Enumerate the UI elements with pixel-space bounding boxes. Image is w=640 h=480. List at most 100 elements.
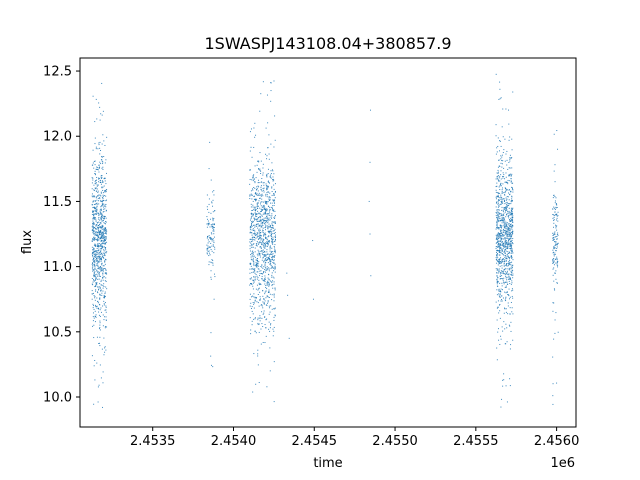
data-point [104,326,106,328]
data-point [208,250,210,252]
data-point [264,279,266,281]
data-point [509,298,511,300]
data-point [102,134,104,136]
data-point [507,265,509,267]
data-point [105,277,107,279]
data-point [269,250,271,252]
data-point [504,208,506,210]
data-point [266,239,268,241]
data-point [507,196,509,198]
data-point [95,253,97,255]
data-point [95,304,97,306]
data-point [508,123,510,125]
data-point [509,277,511,279]
data-point [274,267,276,269]
data-point [99,197,101,199]
data-point [251,240,253,242]
data-point [95,284,97,286]
data-point [496,209,498,211]
data-point [98,181,100,183]
data-point [253,243,255,245]
data-point [507,244,509,246]
data-point [267,283,269,285]
data-point [554,247,556,249]
data-point [104,267,106,269]
data-point [252,230,254,232]
data-point [91,278,93,280]
data-point [500,226,502,228]
data-point [273,255,275,257]
data-point [209,141,211,143]
data-point [258,220,260,222]
data-point [553,219,555,221]
data-point [93,247,95,249]
data-point [505,234,507,236]
data-point [257,223,259,225]
data-point [498,209,500,211]
data-point [97,263,99,265]
data-point [101,254,103,256]
data-point [98,221,100,223]
data-point [100,192,102,194]
data-point [273,296,275,298]
data-point [258,268,260,270]
data-point [507,229,509,231]
data-point [103,206,105,208]
data-point [98,235,100,237]
data-point [510,330,512,332]
data-point [497,145,499,147]
data-point [208,255,210,257]
data-point [261,266,263,268]
data-point [495,206,497,208]
data-point [100,290,102,292]
data-point [104,255,106,257]
data-point [99,327,101,329]
data-point [267,301,269,303]
data-point [272,221,274,223]
data-point [500,158,502,160]
data-point [103,235,105,237]
data-point [511,242,513,244]
data-point [554,236,556,238]
data-point [206,244,208,246]
data-point [501,398,503,400]
data-point [505,311,507,313]
data-point [103,211,105,212]
data-point [94,379,96,381]
data-point [249,150,251,152]
data-point [261,226,263,228]
data-point [258,224,260,226]
data-point [502,297,504,299]
data-point [504,286,506,288]
data-point [266,220,268,222]
data-point [101,187,103,189]
data-point [508,233,510,235]
data-point [263,266,265,268]
data-point [263,303,265,305]
data-point [502,238,504,240]
data-point [272,266,274,268]
data-point [250,277,252,279]
data-point [262,205,264,207]
data-point [264,291,266,293]
data-point [96,176,98,178]
data-point [507,183,509,185]
data-point [253,179,255,181]
data-point [504,194,506,196]
data-point [499,185,501,187]
data-point [92,207,94,209]
data-point [274,239,276,241]
data-point [496,235,498,237]
data-point [206,226,208,228]
data-point [497,240,499,242]
data-point [208,168,210,170]
data-point [254,198,256,200]
data-point [256,202,258,204]
data-point [214,210,215,212]
data-point [95,259,97,261]
data-point [555,270,557,272]
data-point [499,224,501,226]
data-point [267,258,268,260]
data-point [501,259,503,261]
data-point [250,254,252,256]
